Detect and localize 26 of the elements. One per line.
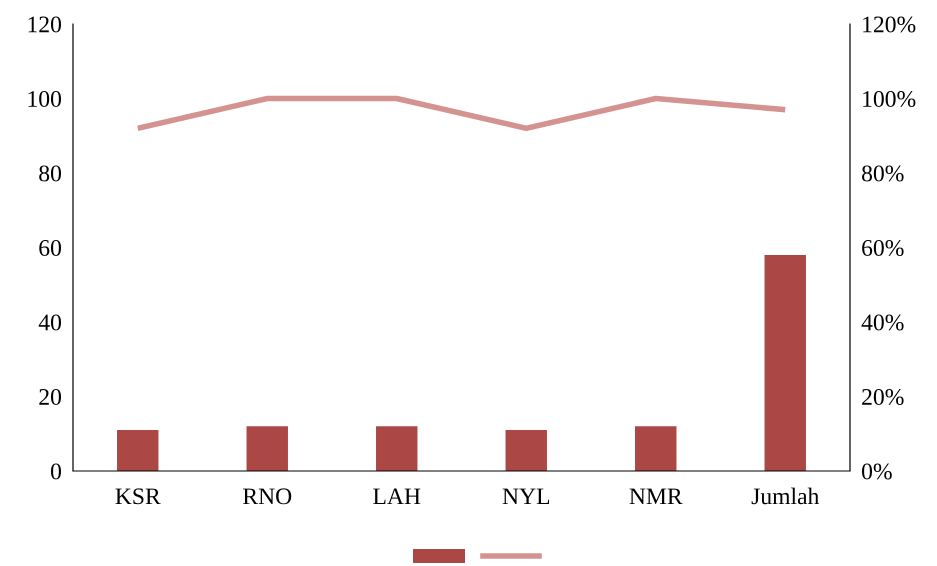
y-tick-label: 40 xyxy=(38,314,61,330)
y-tick-label: 80 xyxy=(39,165,61,182)
y-tick-label: 20 xyxy=(39,388,61,405)
bar xyxy=(635,426,676,471)
y-tick-label: 100 xyxy=(28,90,61,107)
bar xyxy=(246,426,288,471)
y2-tick-label: 0% xyxy=(862,463,892,480)
y2-tick-label: 20% xyxy=(862,388,904,405)
x-tick-label: Jumlah xyxy=(752,488,820,504)
bar xyxy=(506,430,547,471)
y2-tick-label: 80% xyxy=(862,165,904,182)
y-tick-label: 60 xyxy=(39,240,61,256)
y2-tick-label: 100% xyxy=(863,90,916,107)
bar xyxy=(117,430,158,471)
bar xyxy=(376,426,418,471)
bar xyxy=(764,254,806,471)
x-tick-label: NMR xyxy=(630,488,683,504)
y2-tick-label: 120% xyxy=(863,16,916,32)
x-tick-label: RNO xyxy=(243,488,292,504)
x-tick-label: NYL xyxy=(502,488,550,504)
x-tick-label: KSR xyxy=(115,488,161,504)
y2-tick-label: 40% xyxy=(862,314,904,330)
y-tick-label: 120 xyxy=(28,16,61,32)
y-tick-label: 0 xyxy=(50,463,61,480)
y2-tick-label: 60% xyxy=(862,240,904,256)
x-tick-label: LAH xyxy=(373,488,420,504)
